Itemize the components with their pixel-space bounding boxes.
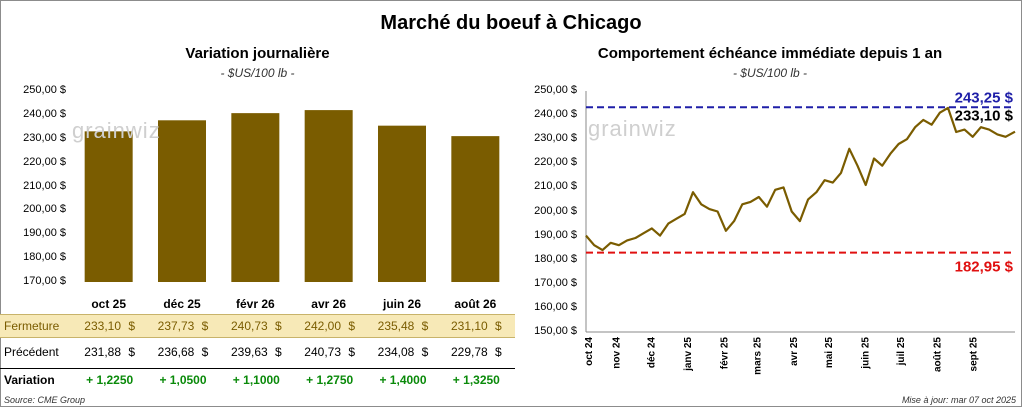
table-cell: 231,10 $ (450, 319, 502, 333)
x-tick-label: déc 24 (647, 337, 658, 369)
right-y-tick: 200,00 $ (534, 204, 577, 217)
table-cell: + 1,3250 (452, 373, 500, 387)
table-cell: 233,10 $ (84, 319, 135, 333)
price-line (585, 106, 1016, 252)
x-tick-label: nov 24 (611, 337, 622, 369)
x-tick-label: févr 26 (235, 297, 275, 311)
left-y-tick: 210,00 $ (23, 179, 66, 192)
table-cell: 240,73 $ (230, 319, 282, 333)
right-y-tick: 180,00 $ (534, 252, 577, 265)
left-y-tick: 240,00 $ (23, 107, 66, 120)
left-chart-title: Variation journalière (185, 45, 330, 62)
right-watermark: grainwiz (588, 116, 677, 141)
bar-févr-26 (231, 113, 280, 282)
table-cell: 239,63 $ (230, 345, 282, 359)
x-tick-label: janv 25 (683, 337, 694, 372)
right-y-tick: 220,00 $ (534, 156, 577, 169)
x-tick-label: févr 25 (720, 337, 731, 370)
left-y-tick: 170,00 $ (23, 275, 66, 287)
right-y-tick: 230,00 $ (534, 132, 577, 145)
variation-row: Variation + 1,2250 + 1,0500 + 1,1000 + 1,27… (0, 368, 515, 391)
table-cell: 237,73 $ (157, 319, 209, 333)
bar-août-26 (451, 136, 500, 282)
right-y-tick: 170,00 $ (534, 276, 577, 289)
precedent-label: Précédent (4, 345, 59, 359)
right-chart-unit: - $US/100 lb - (732, 66, 808, 80)
right-chart-title: Comportement échéance immédiate depuis 1… (597, 45, 943, 62)
right-y-tick: 250,00 $ (534, 84, 577, 96)
min-value-label: 182,95 $ (955, 259, 1014, 276)
table-cell: 229,78 $ (450, 345, 502, 359)
table-cell: 240,73 $ (304, 345, 355, 359)
bar-oct-25 (84, 131, 133, 282)
x-tick-label: déc 25 (163, 297, 201, 311)
x-tick-label: oct 24 (584, 337, 595, 366)
table-cell: + 1,2750 (306, 373, 354, 387)
page-title: Marché du boeuf à Chicago (380, 12, 642, 34)
left-y-tick: 190,00 $ (23, 227, 66, 240)
x-tick-label: sept 25 (969, 337, 980, 372)
source-note: Source: CME Group (4, 395, 86, 405)
precedent-row: Précédent 231,88 $ 236,68 $ 239,63 $ 240,73… (0, 341, 515, 363)
left-y-tick: 250,00 $ (23, 84, 66, 96)
table-cell: 231,88 $ (84, 345, 135, 359)
fermeture-label: Fermeture (4, 319, 60, 333)
left-y-tick: 200,00 $ (23, 203, 66, 216)
table-cell: 236,68 $ (157, 345, 209, 359)
left-y-tick: 230,00 $ (23, 131, 66, 144)
table-cell: 234,08 $ (377, 345, 429, 359)
table-cell: + 1,1000 (232, 373, 280, 387)
right-y-tick: 210,00 $ (534, 180, 577, 193)
last-value-label: 233,10 $ (955, 107, 1014, 124)
x-tick-label: août 25 (932, 337, 943, 372)
bar-avr-26 (304, 110, 353, 282)
right-y-tick: 160,00 $ (534, 300, 577, 313)
right-y-tick: 190,00 $ (534, 228, 577, 241)
variation-label: Variation (4, 373, 55, 387)
update-note: Mise à jour: mar 07 oct 2025 (901, 395, 1016, 405)
x-tick-label: juil 25 (896, 337, 907, 367)
right-y-tick: 150,00 $ (534, 325, 577, 337)
table-cell: + 1,2250 (86, 373, 134, 387)
table-cell: + 1,4000 (379, 373, 427, 387)
x-tick-label: mai 25 (824, 337, 835, 369)
max-value-label: 243,25 $ (955, 89, 1014, 106)
x-tick-label: mars 25 (752, 337, 763, 375)
left-chart-unit: - $US/100 lb - (220, 66, 295, 80)
bar-juin-26 (378, 125, 426, 282)
left-watermark: grainwiz (72, 118, 161, 143)
x-tick-label: juin 26 (382, 297, 421, 311)
bar-déc-25 (158, 120, 206, 283)
left-y-tick: 220,00 $ (23, 155, 66, 168)
table-cell: 242,00 $ (304, 319, 355, 333)
x-tick-label: avr 25 (789, 337, 800, 366)
x-tick-label: oct 25 (91, 297, 126, 311)
right-y-tick: 240,00 $ (534, 108, 577, 121)
x-tick-label: avr 26 (311, 297, 346, 311)
table-cell: + 1,0500 (159, 373, 207, 387)
left-bar-chart (84, 110, 500, 283)
x-tick-label: août 26 (454, 297, 497, 311)
x-tick-label: juin 25 (861, 337, 872, 370)
table-cell: 235,48 $ (377, 319, 429, 333)
fermeture-row: Fermeture 233,10 $ 237,73 $ 240,73 $ 242,00… (0, 314, 515, 338)
left-y-tick: 180,00 $ (23, 251, 66, 264)
